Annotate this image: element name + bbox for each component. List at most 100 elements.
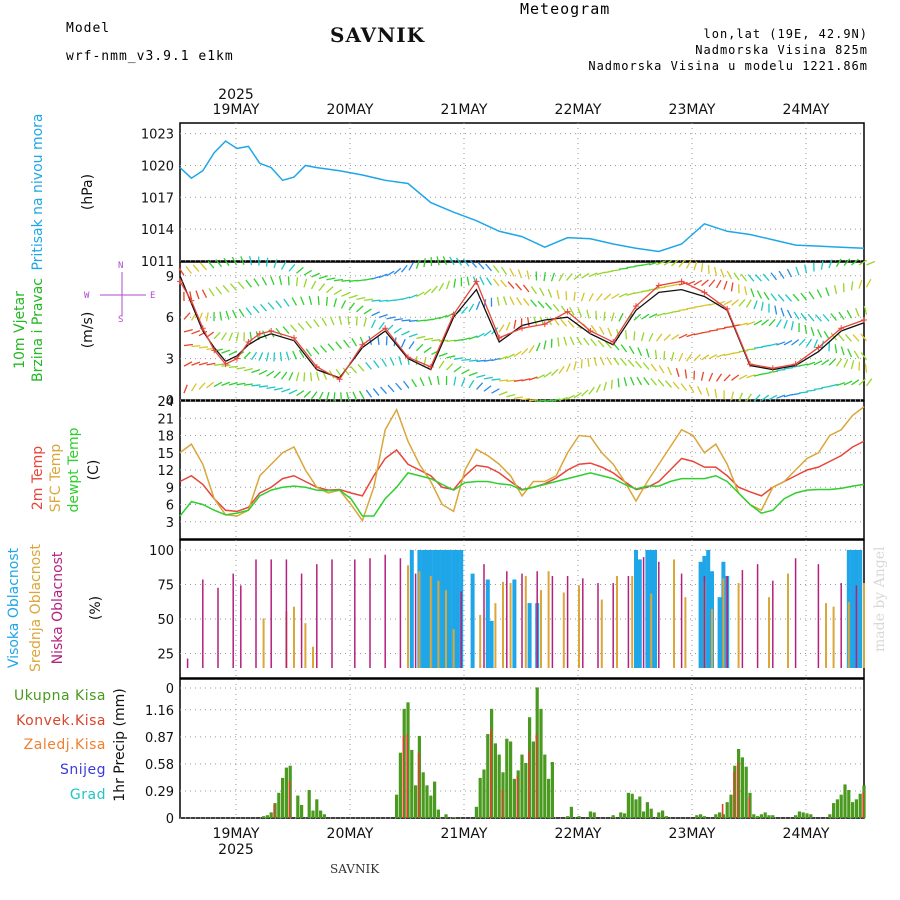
wind-arrow bbox=[744, 286, 748, 296]
wind-arrow bbox=[753, 346, 764, 349]
wind-arrow bbox=[236, 366, 246, 370]
total-rain-bar bbox=[797, 811, 801, 818]
total-rain-bar bbox=[315, 799, 319, 818]
wind-arrow bbox=[645, 348, 650, 358]
wind-arrow bbox=[222, 284, 230, 293]
wind-arrow bbox=[658, 365, 665, 374]
convective-rain-bar bbox=[288, 780, 291, 818]
wind-arrow bbox=[190, 383, 197, 392]
wind-arrow bbox=[761, 344, 771, 348]
mid-cloud-bar bbox=[437, 580, 440, 668]
wind-arrow bbox=[466, 276, 470, 286]
wind-arrow bbox=[528, 399, 539, 402]
low-cloud-bar bbox=[270, 559, 272, 668]
wind-arrow bbox=[573, 361, 577, 371]
wind-arrow bbox=[633, 313, 642, 321]
wind-arrow bbox=[866, 260, 876, 266]
wind-arrow bbox=[576, 336, 583, 346]
wind-arrow bbox=[598, 326, 605, 335]
total-rain-bar bbox=[630, 793, 634, 818]
wind-arrow bbox=[663, 259, 672, 266]
low-cloud-bar bbox=[612, 583, 614, 668]
wind-arrow bbox=[378, 321, 385, 330]
wind-arrow bbox=[648, 313, 658, 319]
mid-cloud-bar bbox=[832, 606, 835, 668]
cloud-tick-0: 0 bbox=[166, 682, 174, 697]
pressure-line bbox=[179, 140, 865, 253]
wind-arrow bbox=[663, 351, 666, 361]
wind-arrow bbox=[281, 388, 291, 393]
wind-arrow bbox=[791, 392, 801, 396]
wind-arrow bbox=[850, 281, 854, 291]
low-cloud-bar bbox=[285, 559, 288, 668]
wind-arrow bbox=[192, 264, 200, 273]
wind-arrow bbox=[625, 330, 628, 340]
wind-arrow bbox=[280, 261, 287, 270]
wind-arrow bbox=[315, 371, 320, 381]
pressure-ylabel: Pritisak na nivou mora bbox=[30, 113, 46, 270]
wind-arrow bbox=[603, 293, 612, 301]
temp-tick-0: 3 bbox=[166, 516, 174, 531]
wind-arrow bbox=[863, 305, 868, 315]
total-rain-bar bbox=[771, 815, 775, 818]
wind-arrow bbox=[770, 272, 778, 281]
wind-arrow bbox=[326, 286, 334, 294]
total-rain-bar bbox=[414, 785, 418, 818]
wind-arrow bbox=[498, 379, 509, 382]
high-cloud-bar bbox=[440, 550, 445, 668]
total-rain-bar bbox=[444, 814, 448, 818]
wind-arrow bbox=[500, 279, 507, 288]
total-rain-bar bbox=[307, 790, 311, 818]
wind-arrow bbox=[800, 292, 808, 301]
wind-arrow bbox=[846, 309, 853, 319]
low-cloud-bar bbox=[551, 575, 554, 668]
wind-arrow bbox=[470, 260, 477, 268]
low-cloud-bar bbox=[536, 571, 538, 668]
total-rain-bar bbox=[699, 814, 703, 818]
wind-arrow bbox=[543, 340, 547, 350]
wind-gust-marker bbox=[199, 325, 206, 332]
wind-arrow bbox=[438, 282, 445, 292]
wind-arrow bbox=[492, 265, 500, 274]
wind-arrow bbox=[411, 378, 418, 388]
wind-arrow bbox=[303, 372, 306, 382]
wind-arrow bbox=[667, 366, 673, 376]
wind-arrow bbox=[671, 333, 680, 341]
wind-arrow bbox=[588, 386, 595, 395]
mid-cloud-bar bbox=[650, 593, 653, 668]
temp-tick-5: 18 bbox=[157, 430, 174, 445]
wind-arrow bbox=[265, 257, 269, 267]
total-rain-bar bbox=[851, 802, 855, 818]
total-rain-bar bbox=[539, 708, 543, 818]
wind-arrow bbox=[798, 363, 808, 367]
wind-arrow bbox=[783, 319, 788, 329]
wind-arrow bbox=[731, 374, 740, 381]
wind-arrow bbox=[753, 319, 763, 326]
wind-arrow bbox=[228, 332, 234, 342]
wind-arrow bbox=[845, 334, 852, 342]
wind-arrow bbox=[551, 398, 561, 402]
wind-arrow bbox=[453, 366, 462, 373]
wind-arrow bbox=[763, 291, 770, 301]
wind-gust-marker bbox=[405, 354, 411, 361]
total-rain-bar bbox=[588, 811, 592, 818]
wind-arrow bbox=[400, 338, 406, 348]
wind-arrow bbox=[318, 283, 326, 292]
wind-arrow bbox=[503, 296, 508, 306]
model-label: Model bbox=[66, 21, 111, 36]
total-rain-bar bbox=[843, 784, 847, 818]
wind-arrow bbox=[431, 316, 441, 321]
wind-arrow bbox=[208, 288, 215, 297]
wind-arrow bbox=[792, 293, 800, 302]
wind-arrow bbox=[543, 272, 546, 282]
wind-arrow bbox=[708, 329, 719, 332]
wind-arrow bbox=[731, 351, 741, 355]
wind-arrow bbox=[761, 394, 770, 402]
mid-cloud-bar bbox=[631, 575, 634, 668]
wind-arrow bbox=[515, 282, 522, 291]
wind-arrow bbox=[808, 291, 815, 300]
wind-arrow bbox=[468, 371, 478, 377]
wind-arrow bbox=[243, 351, 251, 359]
mid-cloud-bar bbox=[600, 599, 603, 668]
wind-arrow bbox=[617, 378, 620, 388]
